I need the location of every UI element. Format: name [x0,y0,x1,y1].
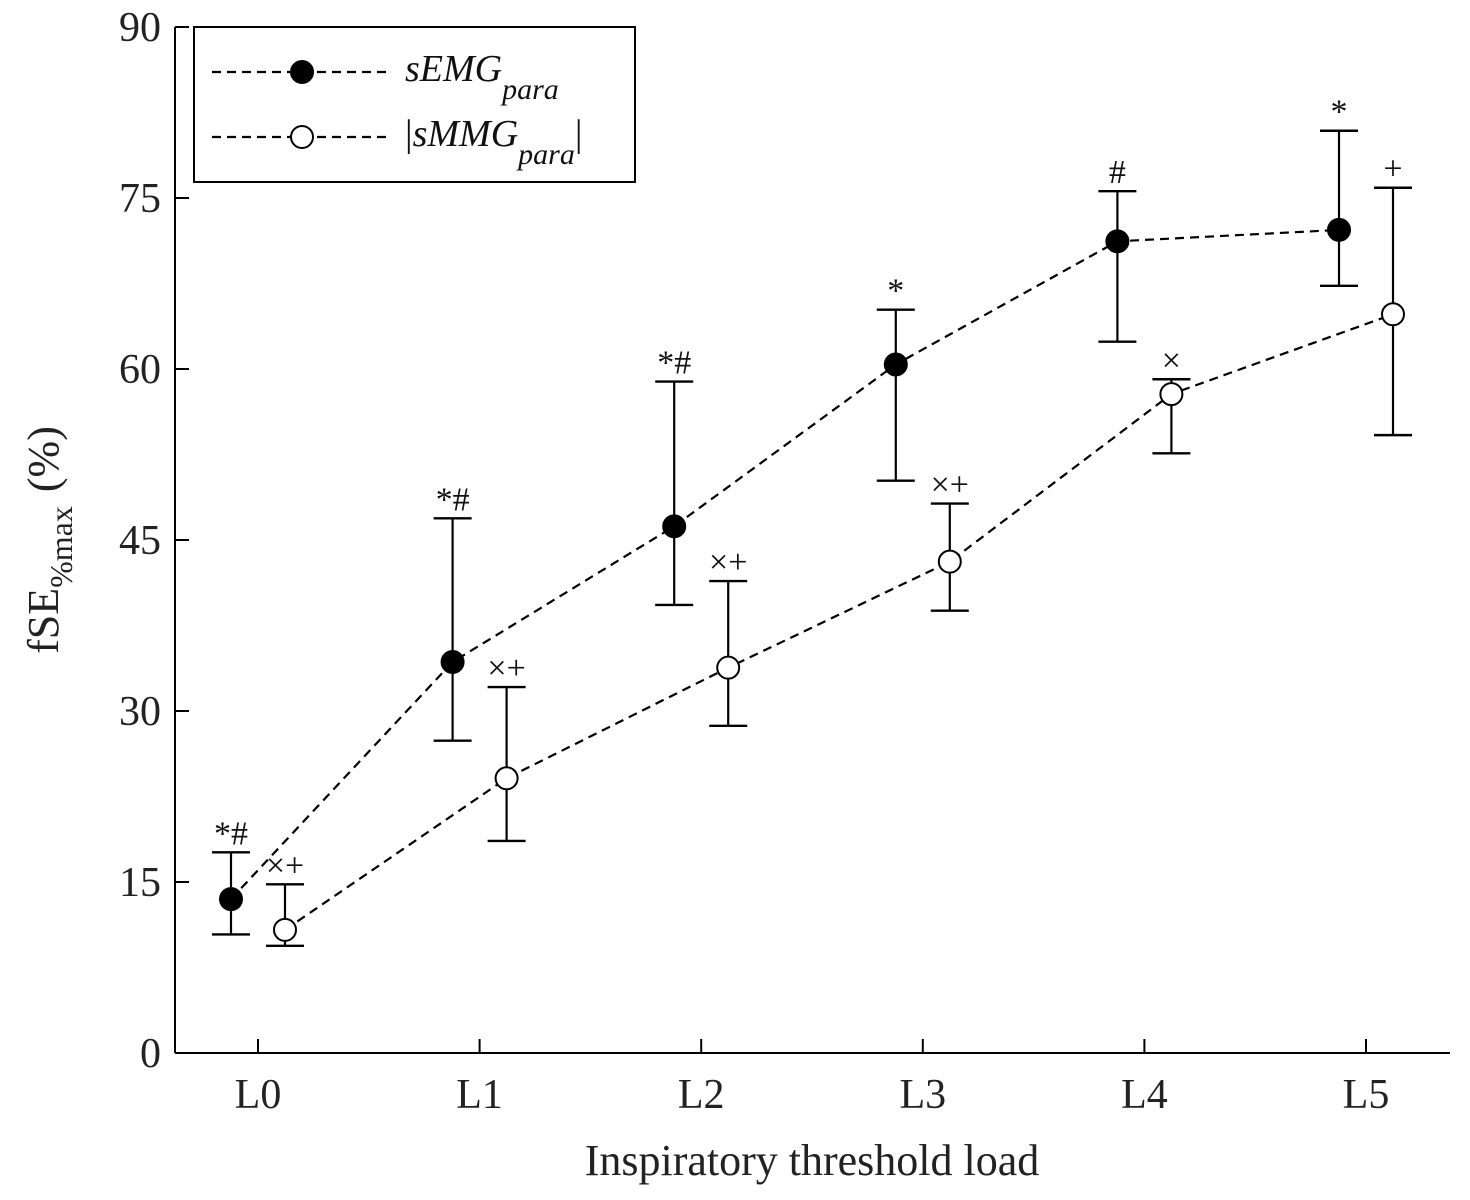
significance-label: × [1162,342,1181,379]
legend-series-2-subscript: para [516,138,575,171]
x-axis-label: Inspiratory threshold load [585,1136,1040,1185]
y-tick-label: 60 [119,347,161,393]
y-axis-label: fSE%max (%) [19,426,79,654]
legend-marker-series-2 [290,125,314,149]
legend-series-2-name: sMMG [413,113,519,155]
series-2-line [284,313,1394,931]
series-layer: *#*#*#*#*×+×+×+×+×+ [212,94,1412,948]
data-point [883,352,908,377]
y-axis-label-main: fSE [19,588,68,654]
y-tick-label: 15 [119,860,161,906]
significance-label: *# [657,345,691,382]
axes: 0 15 30 45 60 75 90 L0 L1 L2 L3 L4 L5 [119,5,1450,1118]
x-tick-label: L0 [235,1072,282,1118]
legend-label-series-1: sEMGpara [405,48,559,106]
data-point [716,655,741,680]
legend-label-series-2: |sMMGpara| [405,113,582,171]
significance-label: # [1109,154,1126,191]
significance-label: * [1331,94,1348,131]
series-2: ×+×+×+×+×+ [266,151,1412,948]
x-tick-label: L2 [678,1072,725,1118]
data-point [1159,382,1184,407]
significance-label: *# [436,481,470,518]
significance-label: ×+ [266,847,304,884]
legend-series-1-subscript: para [500,73,559,106]
significance-label: * [887,273,904,310]
data-point [937,549,962,574]
data-point [1381,302,1405,327]
data-point [440,649,465,674]
y-axis-label-unit: (%) [19,426,68,492]
y-axis-label-subscript: %max [43,506,79,588]
significance-label: ×+ [931,467,969,504]
y-tick-label: 75 [119,176,161,222]
significance-label: ×+ [487,650,525,687]
significance-label: + [1383,151,1402,188]
significance-label: ×+ [709,544,747,581]
series-1: *#*#*#*#* [212,94,1358,936]
legend-series-1-name: sEMG [405,48,502,90]
x-tick-label: L1 [456,1072,503,1118]
data-point [1327,217,1351,242]
legend-box [193,26,636,183]
x-tick-label: L3 [899,1072,946,1118]
y-tick-label: 30 [119,689,161,735]
significance-label: *# [214,815,248,852]
x-tick-label: L4 [1121,1072,1168,1118]
legend-series-2-suffix: | [575,113,583,155]
data-point [273,917,297,942]
y-tick-label: 45 [119,518,161,564]
x-tick-label: L5 [1343,1072,1390,1118]
data-point [1105,229,1130,254]
data-point [662,514,687,539]
y-tick-label: 90 [119,5,161,51]
series-1-line [230,228,1340,900]
data-point [219,887,243,912]
legend: sEMGpara |sMMGpara| [193,26,636,183]
legend-series-2-prefix: | [405,113,413,155]
data-point [494,766,519,791]
legend-marker-series-1 [290,60,314,84]
y-tick-label: 0 [140,1031,161,1077]
